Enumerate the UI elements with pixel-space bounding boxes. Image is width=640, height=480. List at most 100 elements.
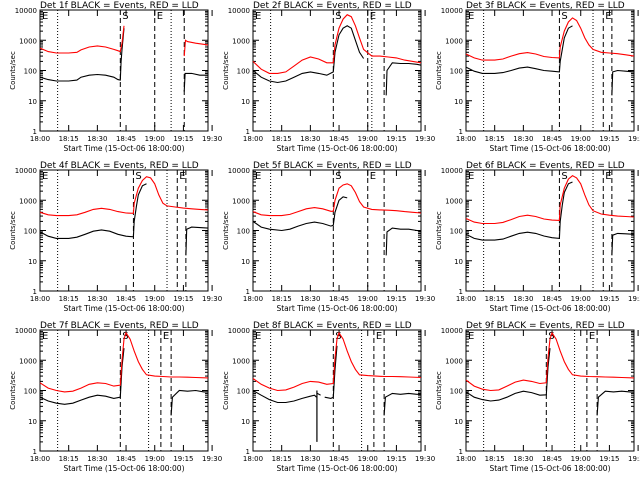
- event-marker-label: E: [468, 11, 474, 22]
- series-lld-line: [39, 331, 209, 393]
- x-tick-label: 18:30: [513, 455, 533, 463]
- x-tick-label: 19:15: [599, 455, 619, 463]
- x-tick-label: 18:45: [329, 455, 349, 463]
- x-tick-label: 18:00: [243, 455, 263, 463]
- x-tick-label: 19:00: [571, 135, 591, 143]
- x-tick-label: 18:15: [59, 455, 79, 463]
- series-events-line: [252, 196, 348, 232]
- series-events-line: [611, 232, 635, 256]
- event-marker-label: E: [468, 331, 474, 342]
- chart-title: Det 6f BLACK = Events, RED = LLD: [466, 161, 625, 171]
- series-lld-line: [252, 183, 422, 217]
- y-tick-label: 1000: [232, 357, 250, 365]
- y-tick-label: 1000: [445, 37, 463, 45]
- series-events-line: [465, 25, 573, 74]
- series-events-line: [317, 392, 321, 396]
- chart-panel-4: Det 4f BLACK = Events, RED = LLD 1 10 100 10…: [9, 161, 222, 313]
- chart-panel-9: Det 9f BLACK = Events, RED = LLD 1 10 100 10…: [435, 321, 640, 473]
- x-tick-label: 18:00: [30, 135, 50, 143]
- y-tick-label: 1: [33, 288, 37, 296]
- event-marker-label: E: [42, 171, 48, 182]
- y-tick-label: 10: [454, 258, 463, 266]
- x-tick-label: 19:30: [628, 135, 640, 143]
- x-tick-label: 18:15: [485, 135, 505, 143]
- series-lld-line: [252, 331, 422, 392]
- series-events-line: [185, 226, 209, 256]
- y-axis-label: Counts/sec: [9, 371, 17, 410]
- y-tick-label: 100: [450, 388, 463, 396]
- event-marker-label: S: [561, 171, 567, 182]
- x-tick-label: 19:00: [571, 295, 591, 303]
- series-lld-line: [252, 14, 422, 74]
- y-tick-label: 100: [237, 68, 250, 76]
- event-marker-label: S: [122, 11, 128, 22]
- chart-panel-7: Det 7f BLACK = Events, RED = LLD 1 10 100 10…: [9, 321, 222, 473]
- chart-panel-2: Det 2f BLACK = Events, RED = LLD 1 10 100 10…: [222, 1, 435, 153]
- event-marker-label: E: [179, 171, 185, 182]
- x-tick-label: 18:00: [243, 135, 263, 143]
- x-axis-label: Start Time (15-Oct-06 18:00:00): [63, 304, 184, 313]
- series-events-line: [611, 69, 635, 96]
- series-events-line: [465, 181, 573, 241]
- x-tick-label: 18:30: [87, 295, 107, 303]
- y-tick-label: 100: [450, 68, 463, 76]
- plot-frame: [39, 169, 209, 292]
- y-tick-label: 100: [24, 228, 37, 236]
- x-tick-label: 18:00: [243, 295, 263, 303]
- series-events-line: [183, 72, 208, 92]
- x-axis-label: Start Time (15-Oct-06 18:00:00): [276, 144, 397, 153]
- series-events-line: [39, 348, 125, 405]
- event-marker-label: E: [163, 331, 169, 342]
- y-tick-label: 10: [241, 258, 250, 266]
- x-tick-label: 19:00: [145, 135, 165, 143]
- series-lld-line: [465, 17, 635, 61]
- x-tick-label: 19:30: [415, 295, 435, 303]
- x-tick-label: 18:45: [542, 295, 562, 303]
- chart-panel-8: Det 8f BLACK = Events, RED = LLD 1 10 100 10…: [222, 321, 435, 473]
- x-tick-label: 18:30: [87, 455, 107, 463]
- x-tick-label: 18:00: [456, 295, 476, 303]
- series-lld-line: [183, 39, 209, 57]
- x-tick-label: 18:00: [30, 455, 50, 463]
- x-tick-label: 19:00: [358, 295, 378, 303]
- y-tick-label: 10000: [228, 167, 250, 175]
- event-marker-label: E: [605, 171, 611, 182]
- y-tick-label: 10000: [15, 7, 37, 15]
- plot-frame: [252, 9, 422, 132]
- chart-title: Det 1f BLACK = Events, RED = LLD: [40, 1, 199, 11]
- y-tick-label: 1000: [19, 37, 37, 45]
- y-tick-label: 100: [237, 228, 250, 236]
- y-tick-label: 1: [246, 128, 250, 136]
- y-tick-label: 1000: [445, 197, 463, 205]
- plot-frame: [465, 169, 635, 292]
- y-tick-label: 10: [28, 418, 37, 426]
- chart-title: Det 9f BLACK = Events, RED = LLD: [466, 321, 625, 331]
- y-tick-label: 1: [33, 448, 37, 456]
- event-marker-label: E: [42, 331, 48, 342]
- y-tick-label: 1000: [19, 197, 37, 205]
- series-events-line: [39, 28, 125, 82]
- x-tick-label: 18:30: [300, 135, 320, 143]
- event-marker-label: S: [122, 331, 128, 342]
- y-tick-label: 10000: [15, 327, 37, 335]
- chart-title: Det 2f BLACK = Events, RED = LLD: [253, 1, 412, 11]
- y-tick-label: 10: [28, 98, 37, 106]
- x-axis-label: Start Time (15-Oct-06 18:00:00): [489, 304, 610, 313]
- series-events-line: [385, 62, 422, 96]
- event-marker-label: E: [605, 11, 611, 22]
- x-tick-label: 19:30: [202, 295, 222, 303]
- x-tick-label: 19:00: [145, 295, 165, 303]
- series-lld-line: [465, 175, 635, 225]
- x-tick-label: 19:30: [202, 135, 222, 143]
- event-marker-label: E: [157, 11, 163, 22]
- x-tick-label: 19:00: [358, 455, 378, 463]
- x-tick-label: 18:00: [30, 295, 50, 303]
- series-lld-line: [465, 331, 635, 392]
- y-tick-label: 100: [237, 388, 250, 396]
- x-tick-label: 18:45: [329, 135, 349, 143]
- y-tick-label: 10: [241, 98, 250, 106]
- y-axis-label: Counts/sec: [435, 51, 443, 90]
- x-tick-label: 18:15: [59, 135, 79, 143]
- x-tick-label: 18:45: [329, 295, 349, 303]
